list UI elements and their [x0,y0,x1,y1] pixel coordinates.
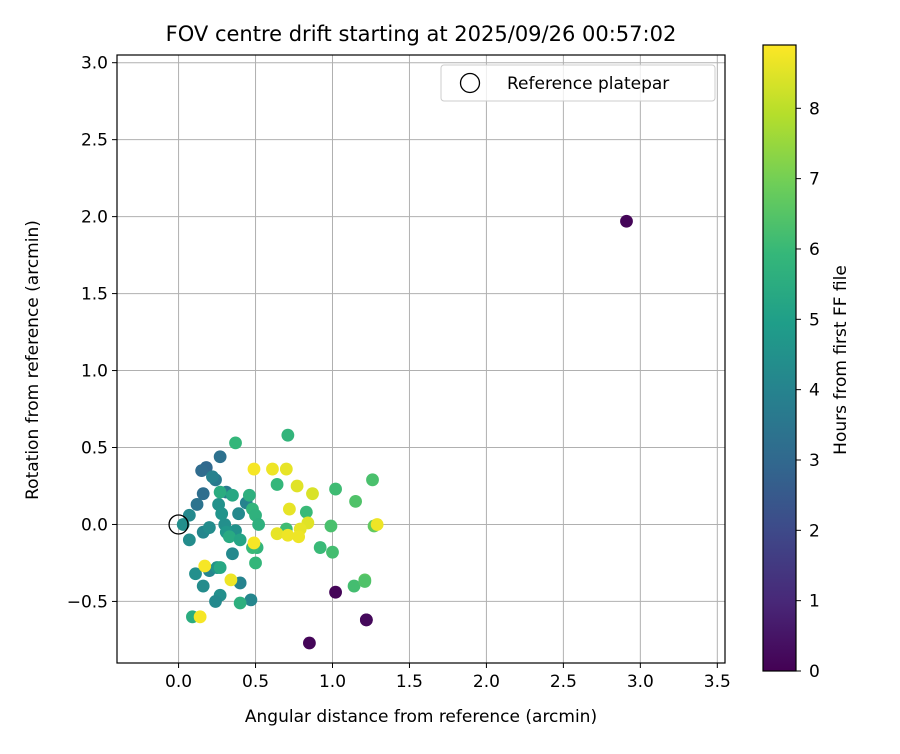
data-point [209,595,222,608]
y-tick-label: 3.0 [81,54,108,74]
y-tick-label: −0.5 [67,592,108,612]
x-tick-label: 0.5 [242,672,269,692]
data-point [326,545,339,559]
colorbar-tick-label: 1 [809,592,820,612]
x-tick-label: 1.0 [319,672,346,692]
data-point [366,473,379,487]
data-point [358,575,372,588]
data-point [189,567,202,581]
legend-marker-icon [459,72,481,94]
data-point [252,518,266,531]
data-point [292,530,306,544]
data-point [196,487,210,501]
legend-label: Reference platepar [507,74,669,94]
data-point [233,596,247,610]
chart-title: FOV centre drift starting at 2025/09/26 … [166,22,677,46]
data-point [213,485,227,499]
data-point [266,462,279,476]
colorbar-label: Hours from first FF file [831,265,851,455]
data-point [244,593,258,607]
x-axis-label: Angular distance from reference (arcmin) [245,707,597,727]
colorbar-ticks: 0 1 2 3 4 5 6 7 8 [796,99,820,682]
data-point [247,462,261,476]
y-tick-label: 0.5 [81,439,108,459]
data-point [215,507,229,521]
data-point [190,498,204,511]
data-point [249,556,262,570]
data-point [370,518,384,531]
y-tick-label: 1.5 [81,285,108,305]
data-point [229,436,242,450]
data-point [306,487,319,501]
colorbar-tick-label: 2 [809,521,820,541]
colorbar-tick-label: 5 [809,310,820,330]
data-point [242,488,256,502]
data-point [290,479,304,493]
data-point [233,533,247,547]
colorbar-tick-label: 0 [809,662,820,682]
x-tick-label: 3.0 [627,672,654,692]
y-tick-label: 2.5 [81,131,108,151]
plot-frame [116,54,726,664]
data-point [347,579,361,593]
y-tick-label: 0.0 [81,515,108,535]
data-point [270,527,284,541]
data-point [329,585,342,599]
colorbar: 0 1 2 3 4 5 6 7 8 Hours from first FF file [762,44,851,682]
colorbar-tick-label: 3 [809,451,820,471]
data-point [224,573,238,587]
data-point [282,502,296,516]
x-tick-label: 3.5 [704,672,731,692]
colorbar-tick-label: 7 [809,170,820,190]
data-point [198,559,212,573]
colorbar-tick-label: 6 [809,240,820,260]
y-tick-label: 1.0 [81,362,108,382]
data-point [222,530,236,544]
data-point [313,541,327,554]
data-point [195,464,209,477]
data-point [324,519,338,533]
data-point [196,579,210,593]
data-point [247,536,261,550]
data-point [202,521,216,534]
legend-box [440,64,716,102]
data-point [349,494,362,508]
colorbar-gradient [763,45,796,671]
data-point [226,488,239,502]
data-point [620,214,633,228]
y-axis-label: Rotation from reference (arcmin) [23,220,43,500]
data-point [281,528,295,542]
y-tick-label: 2.0 [81,208,108,228]
data-point [226,547,239,561]
data-point [206,470,219,484]
data-point [193,610,207,624]
data-point [329,482,342,496]
data-point [213,450,227,464]
data-point [303,636,316,650]
data-point [232,507,246,521]
colorbar-frame [762,44,797,672]
data-point [281,428,295,442]
legend: Reference platepar [440,64,716,102]
x-tick-label: 2.0 [473,672,500,692]
data-point [176,518,190,531]
colorbar-tick-label: 8 [809,99,820,119]
data-point [270,478,284,491]
data-point [279,462,293,476]
data-points [168,214,633,650]
data-point [182,533,196,547]
reference-point-marker [168,514,189,535]
x-tick-label: 0.0 [165,672,192,692]
x-tick-label: 1.5 [396,672,423,692]
x-tick-label: 2.5 [550,672,577,692]
data-point [299,505,313,519]
data-point [359,613,373,627]
data-point [213,561,227,574]
colorbar-tick-label: 4 [809,381,820,401]
axis-ticks: 0.0 0.5 1.0 1.5 2.0 2.5 3.0 3.5 −0.5 0.0 0.5 1.0 1.5… [67,54,731,692]
